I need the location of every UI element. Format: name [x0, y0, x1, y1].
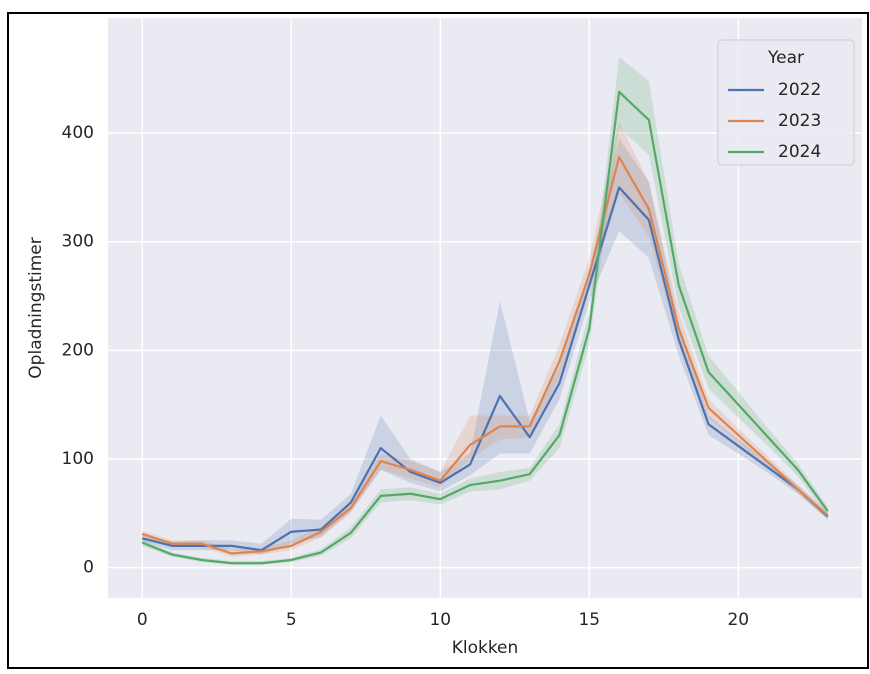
legend-label: 2022: [778, 80, 821, 100]
legend-label: 2024: [778, 142, 821, 162]
line: [141, 90, 829, 565]
x-tick-label: 15: [578, 610, 600, 630]
legend-title: Year: [767, 48, 804, 68]
x-tick-label: 5: [286, 610, 297, 630]
y-tick-label: 0: [83, 558, 94, 578]
y-tick-label: 100: [62, 449, 94, 469]
legend-label: 2023: [778, 111, 821, 131]
y-tick-label: 300: [62, 232, 94, 252]
y-axis-label: Opladningstimer: [26, 237, 46, 378]
line: [142, 186, 829, 552]
y-tick-label: 400: [62, 123, 94, 143]
x-tick-label: 20: [727, 610, 749, 630]
confidence-band: [142, 122, 828, 557]
x-tick-label: 0: [137, 610, 148, 630]
y-tick-label: 200: [62, 340, 94, 360]
legend-box: [717, 39, 855, 166]
x-axis-label: Klokken: [452, 638, 519, 658]
line: [141, 155, 829, 555]
x-tick-label: 10: [429, 610, 451, 630]
confidence-band: [142, 57, 828, 565]
